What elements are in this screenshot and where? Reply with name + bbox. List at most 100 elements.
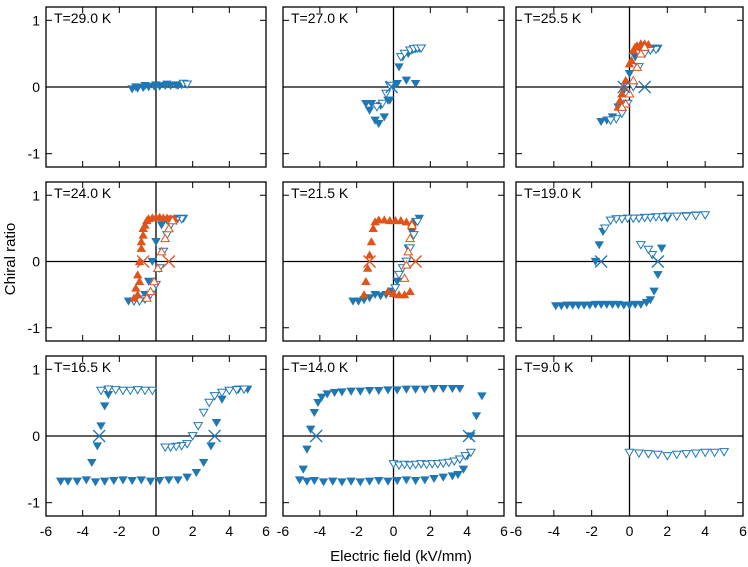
- coercive-field-marker: [208, 429, 222, 443]
- data-point: [626, 55, 637, 64]
- data-point: [465, 448, 476, 458]
- data-point: [309, 477, 320, 486]
- data-point: [136, 476, 147, 485]
- series-orange-return: [399, 220, 417, 282]
- x-axis-label: Electric field (kV/mm): [330, 548, 472, 565]
- data-point: [132, 290, 143, 299]
- data-point: [392, 386, 402, 395]
- x-tick-label: -2: [585, 523, 598, 539]
- data-point: [162, 80, 172, 89]
- data-point: [652, 450, 663, 460]
- data-point: [429, 385, 439, 394]
- data-point: [316, 393, 327, 402]
- data-point: [141, 293, 152, 302]
- data-point: [619, 301, 629, 310]
- y-tick-label: 0: [32, 79, 40, 95]
- data-point: [149, 276, 160, 286]
- data-point: [305, 425, 316, 434]
- data-point: [681, 212, 692, 222]
- data-point: [163, 223, 174, 233]
- series-sweep: [127, 80, 187, 94]
- coercive-field-marker: [363, 255, 377, 268]
- data-point: [392, 477, 402, 486]
- series-sweep: [551, 211, 710, 311]
- data-point: [449, 457, 460, 467]
- data-point: [109, 477, 119, 486]
- data-point: [438, 473, 448, 482]
- x-tick-label: 2: [663, 523, 671, 539]
- data-point: [690, 449, 701, 459]
- data-point: [471, 412, 482, 421]
- cross-stroke: [136, 255, 150, 268]
- data-point: [624, 88, 635, 98]
- y-tick-label: 1: [32, 187, 40, 203]
- data-point: [616, 102, 628, 111]
- x-tick-label: 6: [739, 523, 747, 539]
- data-point: [649, 287, 659, 296]
- x-tick-label: -4: [548, 523, 561, 539]
- panel: -6 -4 -2 0 2 4 6 -1 0 1 T=16.5 K: [28, 355, 270, 539]
- cross-stroke: [409, 255, 423, 268]
- data-point: [709, 448, 720, 458]
- data-point: [447, 472, 458, 481]
- data-point: [396, 216, 406, 225]
- panel-title: T=29.0 K: [54, 10, 112, 26]
- panel-title: T=9.0 K: [524, 359, 574, 375]
- data-point: [633, 449, 645, 459]
- data-point: [585, 301, 595, 310]
- data-point: [643, 450, 654, 459]
- data-point: [302, 477, 312, 486]
- data-point: [420, 476, 430, 485]
- data-point: [337, 478, 347, 487]
- data-point: [406, 220, 417, 229]
- series-orange-return: [141, 215, 178, 302]
- coercive-field-marker: [162, 255, 176, 268]
- x-tick-label: 0: [390, 523, 398, 539]
- panel: -1 0 1 T=29.0 K: [28, 6, 267, 168]
- data-point: [671, 212, 682, 222]
- x-tick-label: -4: [76, 523, 89, 539]
- data-point: [631, 62, 643, 71]
- data-point: [364, 106, 375, 115]
- data-point: [447, 385, 458, 394]
- data-point: [573, 301, 584, 310]
- data-point: [628, 75, 639, 85]
- data-point: [117, 386, 129, 396]
- data-point: [383, 386, 393, 395]
- data-point: [458, 465, 469, 474]
- data-point: [134, 277, 145, 286]
- series-orange-sweep: [129, 212, 180, 302]
- data-point: [374, 477, 384, 486]
- cross-stroke: [208, 429, 222, 443]
- data-point: [568, 301, 578, 310]
- panel-title: T=16.5 K: [54, 359, 112, 375]
- data-point: [438, 459, 449, 469]
- data-point: [624, 70, 635, 79]
- x-tick-label: 6: [500, 523, 508, 539]
- cross-stroke: [594, 255, 608, 268]
- data-point: [90, 478, 101, 487]
- cross-stroke: [363, 255, 377, 268]
- data-point: [164, 476, 174, 485]
- data-point: [355, 387, 366, 396]
- data-point: [92, 442, 103, 451]
- series-return: [371, 44, 427, 112]
- data-point: [617, 89, 627, 98]
- data-point: [318, 478, 329, 487]
- data-point: [99, 402, 110, 411]
- x-tick-label: 0: [626, 523, 634, 539]
- data-point: [602, 300, 612, 309]
- y-tick-label: 1: [32, 361, 40, 377]
- data-point: [596, 300, 606, 309]
- data-point: [198, 459, 209, 468]
- y-tick-label: -1: [28, 320, 41, 336]
- x-tick-label: 4: [701, 523, 709, 539]
- panel: -6 -4 -2 0 2 4 6 T=9.0 K: [510, 355, 747, 539]
- data-point: [383, 286, 393, 295]
- data-point: [238, 385, 250, 395]
- data-point: [99, 477, 110, 486]
- data-point: [405, 286, 415, 295]
- data-point: [681, 450, 692, 459]
- data-point: [118, 476, 128, 485]
